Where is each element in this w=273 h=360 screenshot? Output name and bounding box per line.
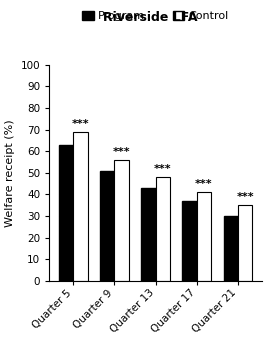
- Bar: [114, 160, 129, 281]
- Legend: Program, Control: Program, Control: [81, 10, 230, 23]
- Text: ***: ***: [195, 179, 213, 189]
- Bar: [59, 145, 73, 281]
- Text: Riverside LFA: Riverside LFA: [103, 11, 197, 24]
- Y-axis label: Welfare receipt (%): Welfare receipt (%): [5, 119, 15, 226]
- Bar: [182, 201, 197, 281]
- Bar: [156, 177, 170, 281]
- Bar: [224, 216, 238, 281]
- Bar: [100, 171, 114, 281]
- Bar: [197, 192, 211, 281]
- Bar: [73, 132, 88, 281]
- Text: ***: ***: [236, 192, 254, 202]
- Bar: [141, 188, 156, 281]
- Text: ***: ***: [72, 118, 89, 129]
- Text: ***: ***: [154, 164, 172, 174]
- Bar: [238, 205, 253, 281]
- Text: ***: ***: [113, 147, 130, 157]
